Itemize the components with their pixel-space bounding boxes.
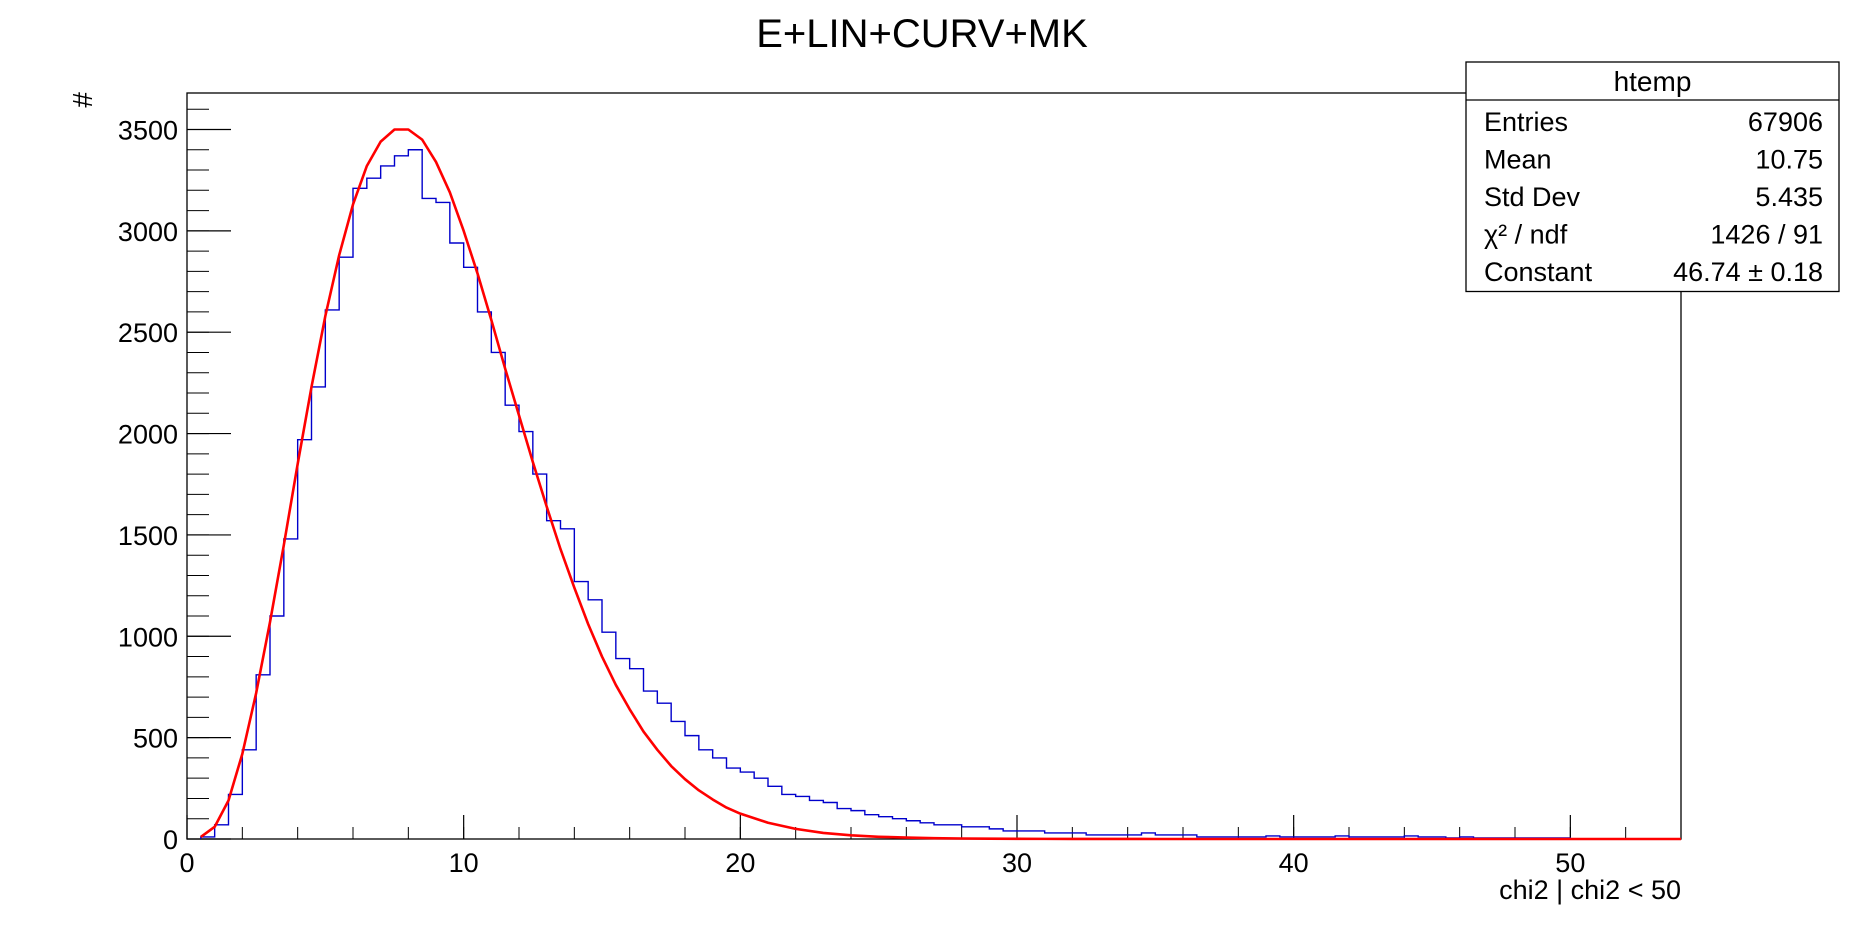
plot-area xyxy=(200,128,1681,841)
stats-value: 46.74 ± 0.18 xyxy=(1673,257,1823,287)
y-tick-label: 2500 xyxy=(118,318,178,348)
x-tick-label: 50 xyxy=(1555,848,1585,878)
x-tick-label: 10 xyxy=(449,848,479,878)
stats-label: Constant xyxy=(1484,257,1593,287)
x-axis-label: chi2 | chi2 < 50 xyxy=(1499,875,1681,905)
stats-label: χ² / ndf xyxy=(1484,220,1568,250)
y-tick-label: 1000 xyxy=(118,622,178,652)
y-axis-label: # xyxy=(67,92,98,108)
y-axis: 0 500 1000 1500 2000 2500 3000 3500 xyxy=(118,108,231,855)
stats-value: 1426 / 91 xyxy=(1710,220,1823,250)
stats-value: 67906 xyxy=(1748,107,1823,137)
plot-frame xyxy=(186,92,1682,840)
y-tick-label: 2000 xyxy=(118,420,178,450)
fit-curve xyxy=(200,128,1681,841)
stats-box: htemp Entries 67906 Mean 10.75 Std Dev 5.435 χ²… xyxy=(1465,61,1840,293)
y-tick-label: 500 xyxy=(133,724,178,754)
x-tick-label: 0 xyxy=(179,848,194,878)
stats-value: 5.435 xyxy=(1755,182,1823,212)
y-tick-label: 3500 xyxy=(118,115,178,145)
stats-label: Entries xyxy=(1484,107,1568,137)
y-tick-label: 0 xyxy=(163,825,178,855)
histogram-outline xyxy=(200,149,1572,839)
x-axis: 0 10 20 30 40 50 xyxy=(179,815,1682,878)
stats-label: Mean xyxy=(1484,145,1552,175)
y-tick-label: 3000 xyxy=(118,217,178,247)
x-tick-label: 20 xyxy=(725,848,755,878)
stats-label: Std Dev xyxy=(1484,182,1581,212)
stats-box-title: htemp xyxy=(1614,66,1692,97)
stats-value: 10.75 xyxy=(1755,145,1823,175)
x-tick-label: 40 xyxy=(1279,848,1309,878)
x-tick-label: 30 xyxy=(1002,848,1032,878)
chart-title: E+LIN+CURV+MK xyxy=(756,12,1088,56)
y-tick-label: 1500 xyxy=(118,521,178,551)
